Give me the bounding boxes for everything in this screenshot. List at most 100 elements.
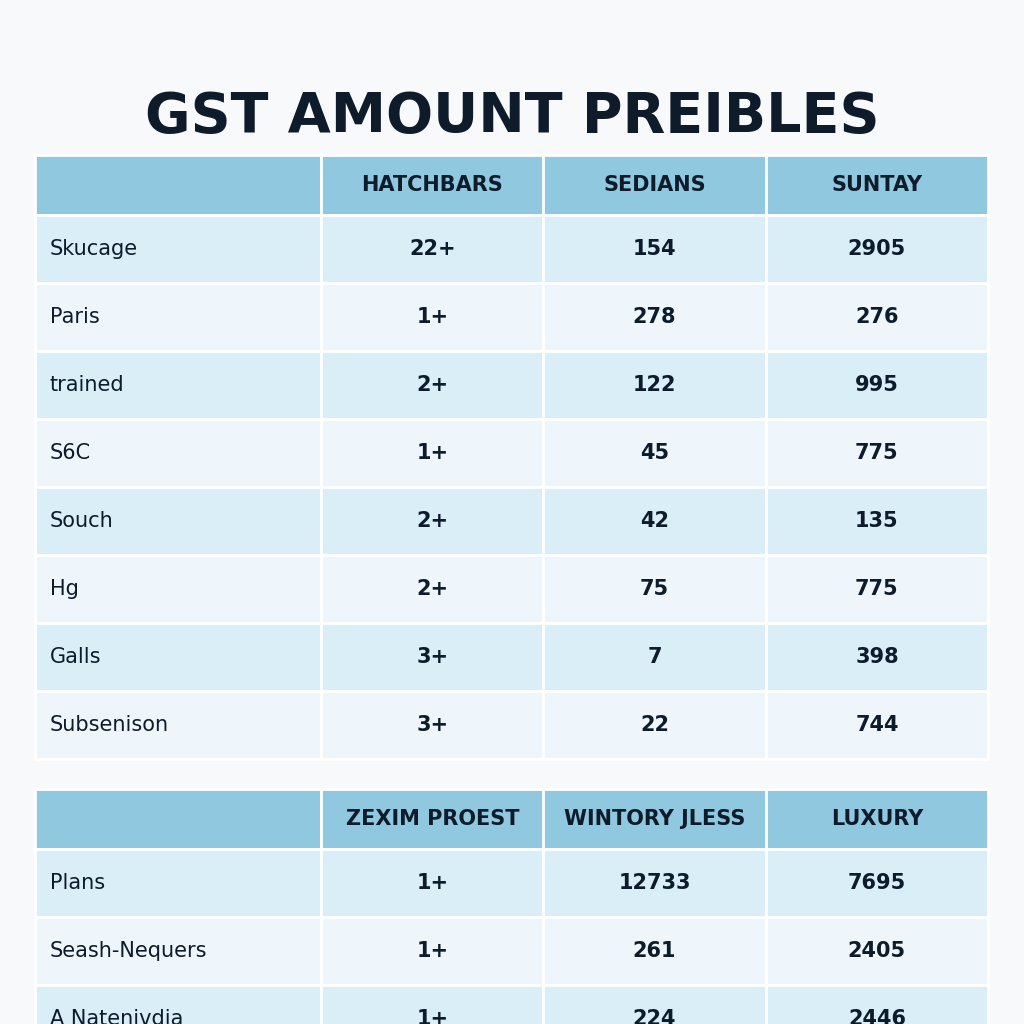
Text: 2+: 2+ [417,511,449,531]
Text: Subsenison: Subsenison [50,715,169,735]
Text: 276: 276 [855,307,899,327]
Bar [544,555,766,623]
Text: 261: 261 [633,941,677,961]
Text: 42: 42 [640,511,669,531]
Bar [322,283,544,351]
Bar [544,790,766,849]
Bar [766,555,988,623]
Text: WINTORY JLESS: WINTORY JLESS [564,809,745,829]
Bar [544,215,766,283]
Text: 775: 775 [855,579,899,599]
Bar [35,155,322,215]
Bar [766,487,988,555]
Text: 22: 22 [640,715,669,735]
Bar [322,790,544,849]
Bar [35,918,322,985]
Text: S6C: S6C [50,443,91,463]
Bar [544,918,766,985]
Bar [35,849,322,918]
Bar [322,849,544,918]
Text: 224: 224 [633,1009,677,1024]
Bar [766,419,988,487]
Bar [544,351,766,419]
Bar [322,918,544,985]
Text: Seash-Nequers: Seash-Nequers [50,941,208,961]
Bar [766,215,988,283]
Text: A Natenivdia: A Natenivdia [50,1009,183,1024]
Bar [35,691,322,759]
Bar [544,283,766,351]
Bar [322,215,544,283]
Text: 154: 154 [633,239,677,259]
Bar [322,419,544,487]
Text: ZEXIM PROEST: ZEXIM PROEST [345,809,519,829]
Text: Hg: Hg [50,579,79,599]
Text: Paris: Paris [50,307,99,327]
Text: 7695: 7695 [848,873,906,893]
Bar [322,351,544,419]
Bar [766,790,988,849]
Text: 2446: 2446 [848,1009,906,1024]
Text: GST AMOUNT PREIBLES: GST AMOUNT PREIBLES [144,90,880,144]
Text: 122: 122 [633,375,677,395]
Text: 135: 135 [855,511,899,531]
Bar [322,155,544,215]
Text: SEDIANS: SEDIANS [603,175,706,195]
Bar [322,555,544,623]
Text: 22+: 22+ [409,239,456,259]
Bar [766,155,988,215]
Bar [322,623,544,691]
Bar [322,487,544,555]
Text: HATCHBARS: HATCHBARS [361,175,503,195]
Text: 2+: 2+ [417,375,449,395]
Text: 12733: 12733 [618,873,691,893]
Bar [35,419,322,487]
Text: 45: 45 [640,443,670,463]
Bar [544,155,766,215]
Text: 2+: 2+ [417,579,449,599]
Text: 278: 278 [633,307,677,327]
Bar [766,918,988,985]
Bar [35,351,322,419]
Bar [322,985,544,1024]
Text: 744: 744 [855,715,899,735]
Bar [766,985,988,1024]
Text: Plans: Plans [50,873,105,893]
Bar [766,691,988,759]
Bar [322,691,544,759]
Text: trained: trained [50,375,125,395]
Text: 7: 7 [647,647,662,667]
Text: 2905: 2905 [848,239,906,259]
Bar [766,283,988,351]
Text: 1+: 1+ [417,443,449,463]
Text: 775: 775 [855,443,899,463]
Bar [544,487,766,555]
Bar [766,849,988,918]
Text: Souch: Souch [50,511,114,531]
Text: SUNTAY: SUNTAY [831,175,923,195]
Text: 1+: 1+ [417,941,449,961]
Text: 398: 398 [855,647,899,667]
Bar [35,487,322,555]
Bar [766,623,988,691]
Bar [544,691,766,759]
Text: 2405: 2405 [848,941,906,961]
Bar [35,283,322,351]
Text: 3+: 3+ [417,647,449,667]
Bar [35,555,322,623]
Text: 3+: 3+ [417,715,449,735]
Text: 1+: 1+ [417,307,449,327]
Bar [35,623,322,691]
Text: 995: 995 [855,375,899,395]
Bar [35,985,322,1024]
Text: LUXURY: LUXURY [830,809,923,829]
Bar [544,985,766,1024]
Text: 1+: 1+ [417,873,449,893]
Text: 75: 75 [640,579,670,599]
Text: 1+: 1+ [417,1009,449,1024]
Bar [766,351,988,419]
Bar [544,419,766,487]
Bar [35,215,322,283]
Text: Galls: Galls [50,647,101,667]
Bar [544,849,766,918]
